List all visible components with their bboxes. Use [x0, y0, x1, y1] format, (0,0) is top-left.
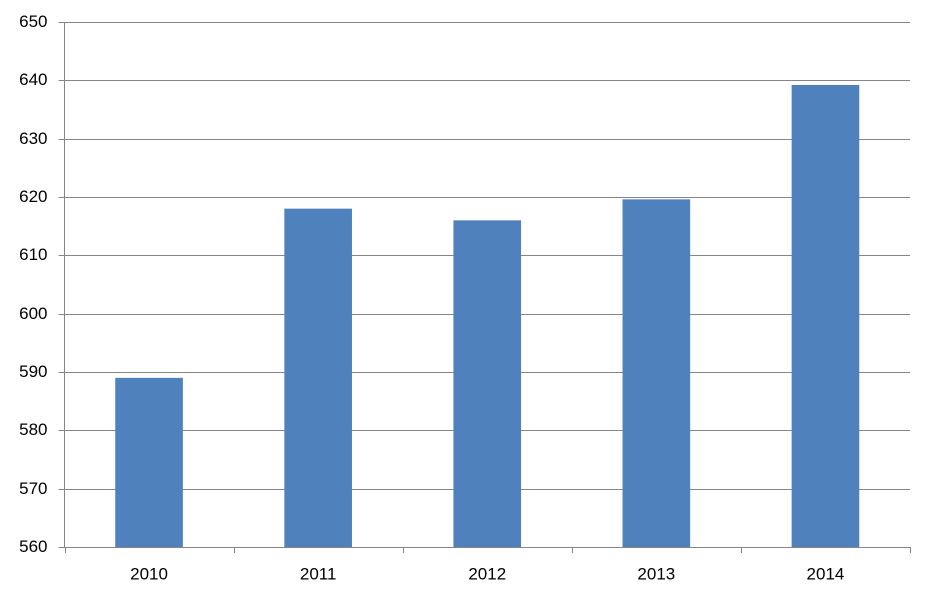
y-tick-label: 630	[19, 129, 47, 148]
y-tick-label: 620	[19, 187, 47, 206]
y-tick-label: 650	[19, 12, 47, 31]
x-tick-label: 2013	[637, 564, 675, 583]
y-tick-label: 560	[19, 537, 47, 556]
x-tick-label: 2010	[130, 564, 168, 583]
y-tick-label: 570	[19, 479, 47, 498]
x-tick-label: 2011	[300, 564, 337, 583]
y-tick-label: 600	[19, 304, 47, 323]
y-tick-label: 590	[19, 362, 47, 381]
bar	[791, 85, 860, 547]
x-tick-label: 2014	[807, 564, 845, 583]
bar	[115, 377, 183, 547]
bar	[284, 208, 352, 547]
y-tick-label: 580	[19, 420, 47, 439]
x-tick-label: 2012	[468, 564, 506, 583]
bar	[622, 199, 691, 548]
y-tick-label: 610	[19, 245, 47, 264]
y-tick-label: 640	[19, 70, 47, 89]
bar	[453, 220, 522, 548]
